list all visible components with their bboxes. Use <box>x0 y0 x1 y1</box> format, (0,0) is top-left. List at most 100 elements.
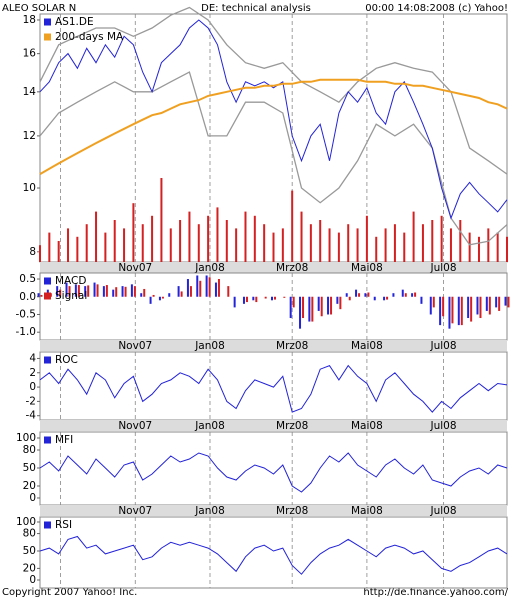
y-tick-label: 0.5 <box>19 273 36 285</box>
x-tick-label: Mai08 <box>351 262 383 274</box>
y-tick-label: 10 <box>23 182 36 194</box>
legend-swatch <box>44 356 51 364</box>
volume-bar <box>468 232 471 262</box>
y-tick-label: 0.0 <box>19 291 36 303</box>
volume-bar <box>506 236 508 262</box>
legend-swatch <box>44 33 51 41</box>
volume-bar <box>487 228 490 262</box>
x-tick-label: Jul08 <box>429 420 456 432</box>
volume-bar <box>272 232 275 262</box>
x-tick-label: Nov07 <box>118 420 152 432</box>
volume-bar <box>132 203 135 262</box>
x-tick-label: Jan08 <box>194 505 225 517</box>
volume-bar <box>67 228 70 262</box>
y-tick-label: 16 <box>23 48 37 60</box>
volume-bar <box>440 215 443 262</box>
source-url: http://de.finance.yahoo.com/ <box>363 587 508 597</box>
volume-bar <box>459 220 462 262</box>
series-line <box>39 364 508 413</box>
volume-bar <box>169 228 172 262</box>
volume-bar <box>496 232 499 262</box>
legend-label: 200-days MA <box>55 31 124 43</box>
volume-bar <box>151 215 154 262</box>
x-tick-label: Mai08 <box>351 505 383 517</box>
y-tick-label: 20 <box>23 480 36 492</box>
volume-bar <box>179 220 182 262</box>
x-tick-label: Nov07 <box>118 340 152 352</box>
x-tick-label: Mrz08 <box>276 420 308 432</box>
volume-bar <box>431 220 434 262</box>
legend-label: Signal <box>55 290 87 302</box>
volume-bar <box>384 228 387 262</box>
x-label-strip <box>40 420 507 431</box>
chart-title: DE: technical analysis <box>201 3 311 14</box>
plot-area <box>39 13 508 263</box>
volume-bar <box>365 215 368 262</box>
legend-label: AS1.DE <box>55 16 94 28</box>
plot-area <box>39 431 508 506</box>
volume-bar <box>337 232 340 262</box>
volume-bar <box>235 228 238 262</box>
y-tick-label: 8 <box>29 246 36 258</box>
y-tick-label: 80 <box>23 528 36 540</box>
legend-swatch <box>44 521 51 529</box>
y-tick-label: 100 <box>16 516 36 528</box>
volume-bar <box>85 224 88 262</box>
x-tick-label: Nov07 <box>118 505 152 517</box>
x-label-strip <box>40 340 507 351</box>
volume-bar <box>76 236 79 262</box>
upper-band <box>39 6 508 175</box>
volume-bar <box>281 228 284 262</box>
series-line <box>39 78 508 175</box>
volume-bar <box>319 220 322 262</box>
volume-bar <box>39 245 41 262</box>
series-line <box>39 535 508 575</box>
plot-area <box>39 516 508 589</box>
legend-label: MFI <box>55 434 73 446</box>
legend-label: RSI <box>55 519 72 531</box>
y-tick-label: 20 <box>23 562 36 574</box>
plot-area <box>39 351 508 421</box>
volume-bar <box>216 207 219 262</box>
volume-bar <box>104 232 107 262</box>
volume-bar <box>188 211 191 262</box>
volume-bar <box>421 224 424 262</box>
volume-bar <box>347 224 350 262</box>
volume-bar <box>300 211 303 262</box>
plot-area <box>39 272 508 341</box>
volume-bar <box>244 211 247 262</box>
volume-bar <box>449 228 452 262</box>
volume-bar <box>356 228 359 262</box>
y-tick-label: 14 <box>23 86 37 98</box>
volume-bar <box>328 228 331 262</box>
volume-bar <box>197 224 200 262</box>
legend-swatch <box>44 436 51 444</box>
volume-bar <box>160 178 163 262</box>
volume-bar <box>123 228 126 262</box>
y-tick-label: 80 <box>23 444 36 456</box>
lower-band <box>39 71 508 246</box>
legend-swatch <box>44 292 51 300</box>
volume-bar <box>412 211 415 262</box>
y-tick-label: -2 <box>26 395 36 407</box>
y-tick-label: 50 <box>23 462 36 474</box>
y-tick-label: -1.0 <box>16 326 37 338</box>
volume-bar <box>57 241 60 262</box>
x-tick-label: Jan08 <box>194 262 225 274</box>
y-tick-label: 4 <box>29 352 36 364</box>
y-tick-label: 2 <box>29 367 36 379</box>
y-tick-label: -0.5 <box>16 308 37 320</box>
x-tick-label: Nov07 <box>118 262 152 274</box>
y-tick-label: 100 <box>16 432 36 444</box>
timestamp: 00:00 14:08:2008 (c) Yahoo! <box>365 3 508 14</box>
volume-bar <box>375 236 378 262</box>
x-tick-label: Mrz08 <box>276 340 308 352</box>
legend-label: ROC <box>55 354 78 366</box>
y-tick-label: 0 <box>29 381 36 393</box>
volume-bar <box>263 224 266 262</box>
x-tick-label: Jul08 <box>429 262 456 274</box>
volume-bar <box>113 220 116 262</box>
x-tick-label: Jan08 <box>194 340 225 352</box>
volume-bar <box>95 211 98 262</box>
